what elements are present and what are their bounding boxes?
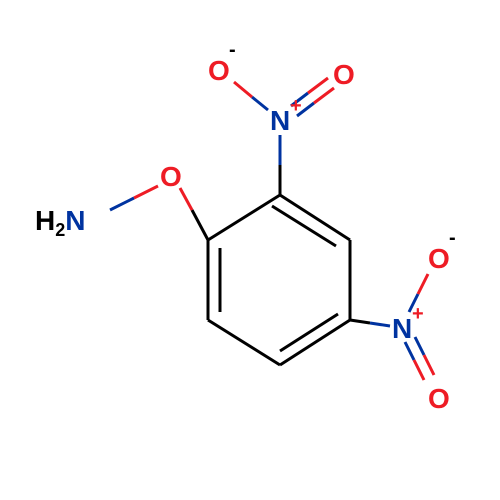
charge-o-right-minus: - (449, 227, 456, 249)
label-h2n: H2N (35, 205, 85, 240)
label-n-top: N (270, 105, 290, 136)
bond-o-nh2 (110, 186, 158, 210)
benzene-ring (208, 195, 350, 365)
atom-labels: H2N O N O O N O O (35, 55, 450, 414)
label-o-amine: O (160, 161, 182, 192)
bond-ntop-ominus (234, 82, 268, 110)
bond-c4-n-right (350, 320, 390, 326)
label-o-top-right: O (333, 59, 355, 90)
charge-n-right-plus: + (412, 303, 424, 325)
label-n-right: N (392, 313, 412, 344)
molecule-diagram: H2N O N O O N O O + - + - (0, 0, 500, 500)
label-o-right-top: O (428, 243, 450, 274)
label-o-top-left: O (208, 55, 230, 86)
charge-n-top-plus: + (290, 95, 302, 117)
bond-c1-o (180, 188, 208, 240)
label-o-right-bottom: O (428, 383, 450, 414)
charge-o-top-minus: - (229, 39, 236, 61)
